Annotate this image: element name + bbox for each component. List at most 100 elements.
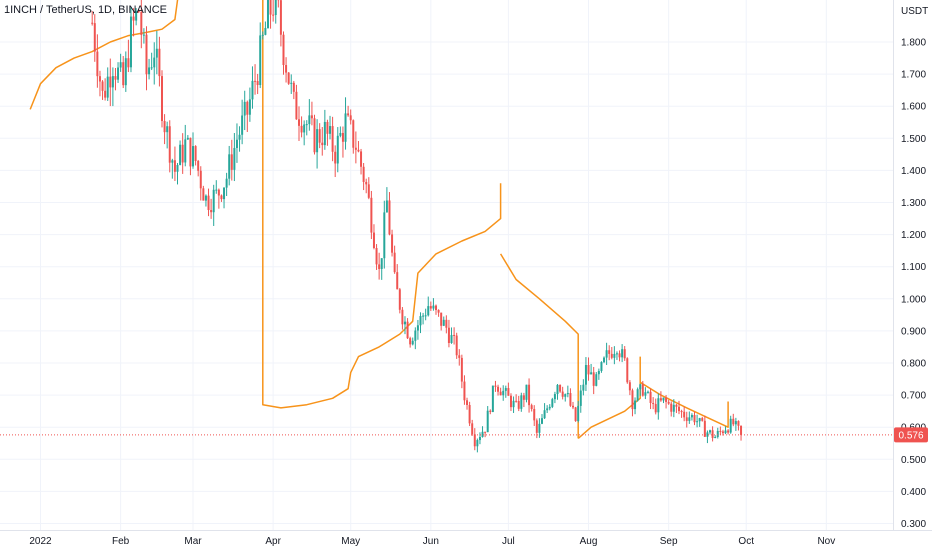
x-tick-label: Jun xyxy=(423,536,439,547)
candle-body xyxy=(678,407,680,411)
candle-body xyxy=(233,148,235,170)
candle-body xyxy=(357,150,359,152)
candle-body xyxy=(223,188,225,199)
candle-body xyxy=(717,431,719,437)
candle-body xyxy=(621,349,623,357)
candle-body xyxy=(518,401,520,409)
candle-body xyxy=(466,400,468,405)
chart-title[interactable]: 1INCH / TetherUS, 1D, BINANCE xyxy=(4,4,167,16)
candle-body xyxy=(461,358,463,382)
candle-body xyxy=(670,404,672,412)
candle-body xyxy=(215,190,217,191)
candle-body xyxy=(458,355,460,358)
candle-body xyxy=(451,335,453,343)
y-tick-label: 1.000 xyxy=(901,294,926,305)
candle-body xyxy=(675,405,677,407)
candle-body xyxy=(236,140,238,148)
candle-body xyxy=(430,306,432,308)
candle-body xyxy=(701,418,703,421)
x-tick-label: Oct xyxy=(738,536,754,547)
candle-body xyxy=(202,188,204,200)
candle-body xyxy=(246,102,248,115)
candle-body xyxy=(127,58,129,67)
candle-body xyxy=(381,258,383,269)
candle-body xyxy=(681,411,683,412)
candle-body xyxy=(634,401,636,410)
candle-body xyxy=(417,325,419,330)
candle-body xyxy=(174,160,176,172)
candle-body xyxy=(171,160,173,162)
candle-body xyxy=(298,119,300,126)
candle-body xyxy=(404,322,406,325)
candle-body xyxy=(440,313,442,326)
candle-body xyxy=(624,349,626,358)
candle-body xyxy=(102,81,104,90)
candle-body xyxy=(326,122,328,134)
candle-body xyxy=(412,341,414,345)
y-tick-label: 1.300 xyxy=(901,198,926,209)
candle-body xyxy=(319,129,321,143)
candle-body xyxy=(158,49,160,76)
candle-body xyxy=(301,126,303,133)
candle-body xyxy=(249,99,251,114)
candle-body xyxy=(125,58,127,85)
candle-body xyxy=(476,440,478,446)
candle-body xyxy=(595,374,597,386)
candle-body xyxy=(569,393,571,406)
candle-body xyxy=(197,161,199,171)
last-price-badge[interactable]: 0.576 xyxy=(894,427,928,442)
candle-body xyxy=(732,419,734,425)
candle-body xyxy=(453,335,455,336)
candle-body xyxy=(210,210,212,212)
candle-body xyxy=(264,28,266,35)
candle-body xyxy=(282,35,284,65)
candle-body xyxy=(487,411,489,432)
candle-body xyxy=(588,365,590,374)
candle-body xyxy=(192,146,194,166)
candle-body xyxy=(195,146,197,161)
candle-body xyxy=(492,386,494,412)
candle-body xyxy=(422,316,424,317)
y-tick-label: 1.700 xyxy=(901,70,926,81)
candle-body xyxy=(177,165,179,172)
candle-body xyxy=(324,122,326,145)
candle-body xyxy=(520,395,522,408)
candle-body xyxy=(507,388,509,396)
candle-body xyxy=(321,143,323,145)
candle-body xyxy=(735,421,737,424)
candle-body xyxy=(360,151,362,166)
candle-body xyxy=(559,385,561,392)
candle-body xyxy=(502,391,504,395)
candle-body xyxy=(189,138,191,167)
candle-body xyxy=(303,124,305,132)
candle-body xyxy=(275,0,277,15)
candle-body xyxy=(272,15,274,16)
candle-body xyxy=(270,0,272,15)
candle-body xyxy=(737,421,739,426)
candle-body xyxy=(259,35,261,85)
candle-body xyxy=(489,411,491,412)
candle-body xyxy=(600,362,602,371)
candle-body xyxy=(109,77,111,88)
x-tick-label: Aug xyxy=(580,536,598,547)
candle-body xyxy=(660,398,662,400)
candle-body xyxy=(691,415,693,417)
candle-body xyxy=(523,395,525,399)
candle-body xyxy=(228,154,230,178)
candle-body xyxy=(383,212,385,258)
candle-body xyxy=(334,152,336,164)
candle-body xyxy=(652,403,654,404)
candle-body xyxy=(311,115,313,118)
candle-body xyxy=(213,190,215,212)
candle-body xyxy=(445,320,447,328)
candle-body xyxy=(533,409,535,420)
candle-body xyxy=(639,384,641,389)
candle-body xyxy=(151,67,153,68)
candle-body xyxy=(91,23,93,24)
candle-body xyxy=(497,387,499,392)
candle-body xyxy=(474,434,476,446)
y-tick-label: 0.800 xyxy=(901,359,926,370)
candle-body xyxy=(463,382,465,401)
candle-body xyxy=(391,234,393,252)
